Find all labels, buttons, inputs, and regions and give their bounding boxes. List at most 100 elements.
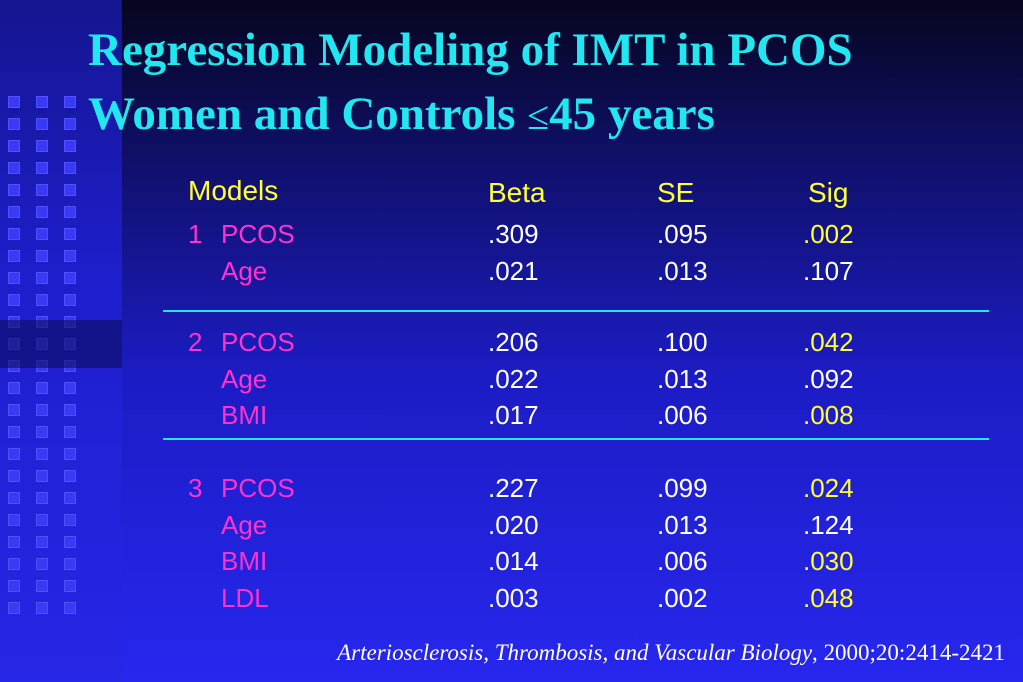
predictor-label: PCOS	[221, 327, 295, 357]
decorative-square	[64, 492, 76, 504]
decorative-square	[8, 206, 20, 218]
decorative-square	[36, 448, 48, 460]
decorative-square	[64, 140, 76, 152]
beta-value: .022	[488, 363, 539, 394]
decorative-square	[8, 250, 20, 262]
decorative-square	[64, 250, 76, 262]
decorative-square	[64, 448, 76, 460]
decorative-square	[36, 492, 48, 504]
decorative-square	[8, 228, 20, 240]
predictor-label: BMI	[221, 546, 268, 576]
se-value: .100	[657, 327, 708, 357]
decorative-band	[0, 320, 122, 368]
header-beta: Beta	[488, 177, 546, 208]
decorative-square	[64, 382, 76, 394]
decorative-square	[8, 580, 20, 592]
decorative-square	[36, 184, 48, 196]
decorative-square	[8, 118, 20, 130]
citation: Arteriosclerosis, Thrombosis, and Vascul…	[337, 640, 1005, 666]
decorative-square	[36, 206, 48, 218]
decorative-square	[64, 426, 76, 438]
decorative-square	[64, 96, 76, 108]
model-number: 2	[188, 327, 203, 357]
se-value: .099	[657, 473, 708, 503]
se-value: .006	[657, 546, 708, 576]
predictor-label: BMI	[221, 400, 268, 430]
decorative-square	[36, 470, 48, 482]
decorative-square	[64, 580, 76, 592]
header-se: SE	[657, 177, 695, 208]
decorative-square	[36, 602, 48, 614]
se-value: .002	[657, 582, 708, 613]
title-line-2-prefix: Women and Controls	[88, 88, 528, 140]
decorative-square	[64, 514, 76, 526]
decorative-square	[64, 206, 76, 218]
beta-value: .206	[488, 327, 539, 357]
sig-value: .048	[803, 582, 854, 613]
decorative-square	[36, 426, 48, 438]
decorative-square	[8, 294, 20, 306]
decorative-square	[8, 140, 20, 152]
se-value: .095	[657, 219, 708, 249]
decorative-square	[36, 536, 48, 548]
beta-value: .003	[488, 582, 539, 613]
decorative-square	[8, 470, 20, 482]
decorative-square	[64, 118, 76, 130]
sig-value: .107	[803, 255, 854, 286]
decorative-square	[36, 382, 48, 394]
decorative-square	[8, 272, 20, 284]
decorative-square	[8, 184, 20, 196]
decorative-square	[8, 558, 20, 570]
decorative-square	[64, 228, 76, 240]
se-value: .013	[657, 255, 708, 286]
decorative-square	[8, 514, 20, 526]
decorative-square	[64, 404, 76, 416]
beta-value: .227	[488, 473, 539, 503]
beta-value: .020	[488, 509, 539, 540]
predictor-label: Age	[221, 509, 268, 540]
sig-value: .124	[803, 509, 854, 540]
sig-value: .008	[803, 400, 854, 430]
decorative-square	[36, 272, 48, 284]
decorative-square	[8, 404, 20, 416]
se-value: .006	[657, 400, 708, 430]
decorative-square	[8, 382, 20, 394]
se-value: .013	[657, 509, 708, 540]
decorative-square	[36, 404, 48, 416]
decorative-square	[36, 118, 48, 130]
decorative-square	[36, 580, 48, 592]
citation-details: , 2000;20:2414-2421	[812, 640, 1005, 665]
decorative-square	[36, 514, 48, 526]
decorative-square	[36, 294, 48, 306]
beta-value: .014	[488, 546, 539, 576]
group-divider	[163, 438, 989, 440]
title-line-2-suffix: 45 years	[549, 88, 715, 140]
decorative-square	[36, 558, 48, 570]
decorative-square	[64, 536, 76, 548]
header-sig: Sig	[808, 177, 849, 208]
predictor-label: Age	[221, 255, 268, 286]
sig-value: .030	[803, 546, 854, 576]
model-number: 1	[188, 219, 203, 249]
decorative-square	[64, 162, 76, 174]
decorative-square	[36, 96, 48, 108]
decorative-square	[64, 272, 76, 284]
decorative-square	[64, 558, 76, 570]
decorative-square	[8, 426, 20, 438]
decorative-square	[8, 448, 20, 460]
decorative-square	[36, 162, 48, 174]
sig-value: .002	[803, 219, 854, 249]
title-line-1: Regression Modeling of IMT in PCOS	[88, 24, 853, 76]
decorative-square	[64, 470, 76, 482]
beta-value: .021	[488, 255, 539, 286]
decorative-square	[8, 536, 20, 548]
header-models: Models	[188, 175, 279, 206]
decorative-square	[64, 294, 76, 306]
decorative-square	[8, 96, 20, 108]
predictor-label: PCOS	[221, 473, 295, 503]
beta-value: .309	[488, 219, 539, 249]
predictor-label: PCOS	[221, 219, 295, 249]
sig-value: .042	[803, 327, 854, 357]
sig-value: .092	[803, 363, 854, 394]
less-equal-symbol: ≤	[527, 93, 550, 138]
